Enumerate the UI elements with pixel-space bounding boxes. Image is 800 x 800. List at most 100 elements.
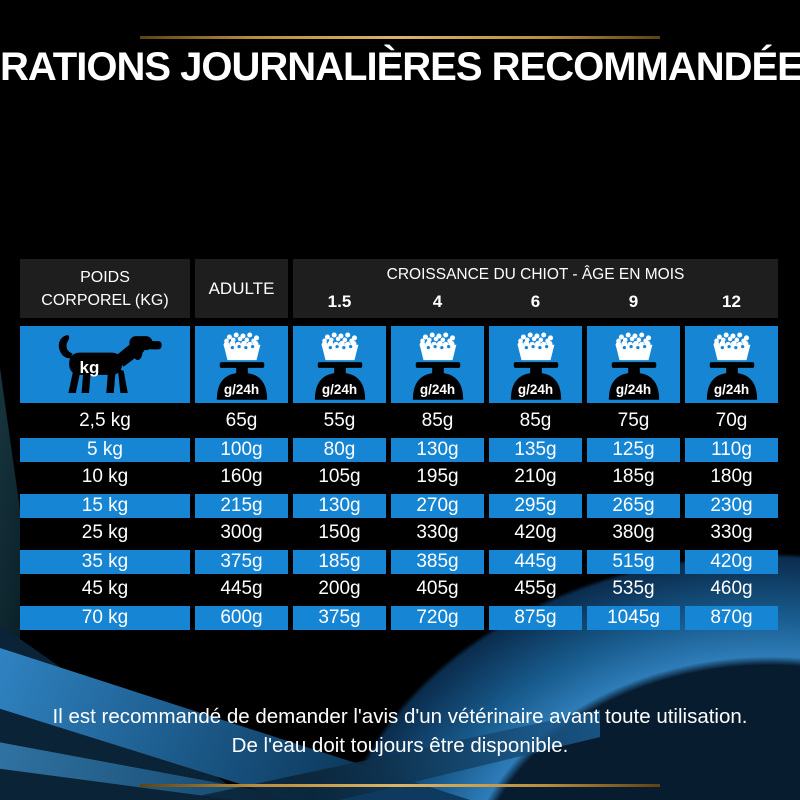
page-title: RATIONS JOURNALIÈRES RECOMMANDÉES bbox=[0, 45, 800, 89]
ration-cell: 55g bbox=[323, 410, 356, 431]
ration-cell: 375g bbox=[195, 550, 288, 574]
ration-cell: 600g bbox=[195, 606, 288, 630]
header-puppy-growth: CROISSANCE DU CHIOT - ÂGE EN MOIS 1.5 4 … bbox=[293, 259, 778, 318]
header-age-9: 9 bbox=[628, 292, 639, 311]
header-body-weight: POIDS CORPOREL (KG) bbox=[20, 259, 190, 318]
weight-cell: 45 kg bbox=[81, 578, 129, 599]
advice-line-2: De l'eau doit toujours être disponible. bbox=[231, 734, 569, 757]
veterinary-advice-note: Il est recommandé de demander l'avis d'u… bbox=[0, 702, 800, 760]
ration-cell: 330g bbox=[710, 522, 753, 543]
bowl-cell-12-months: g/24h bbox=[685, 326, 778, 403]
ration-cell: 75g bbox=[617, 410, 650, 431]
ration-cell: 445g bbox=[220, 578, 263, 599]
ration-cell: 195g bbox=[416, 466, 459, 487]
weight-cell: 70 kg bbox=[20, 606, 190, 630]
ration-cell: 405g bbox=[416, 578, 459, 599]
header-body-weight-line2: CORPOREL (KG) bbox=[41, 291, 169, 309]
table-row: 45 kg 445g 200g 405g 455g 535g 460g bbox=[20, 575, 778, 603]
table-row: 25 kg 300g 150g 330g 420g 380g 330g bbox=[20, 519, 778, 547]
ration-cell: 720g bbox=[391, 606, 484, 630]
ration-cell: 160g bbox=[220, 466, 263, 487]
table-body: 2,5 kg 65g 55g 85g 85g 75g 70g 5 kg 100g… bbox=[20, 407, 778, 631]
ration-cell: 70g bbox=[715, 410, 748, 431]
header-puppy-growth-label: CROISSANCE DU CHIOT - ÂGE EN MOIS bbox=[386, 266, 685, 283]
ration-cell: 85g bbox=[519, 410, 552, 431]
ration-cell: 200g bbox=[318, 578, 361, 599]
table-row: 15 kg 215g 130g 270g 295g 265g 230g bbox=[20, 491, 778, 519]
ration-cell: 385g bbox=[391, 550, 484, 574]
bowl-dose-label: g/24h bbox=[321, 381, 358, 397]
header-age-columns: 1.5 4 6 9 12 bbox=[293, 292, 778, 312]
ration-cell: 515g bbox=[587, 550, 680, 574]
table-header-row: POIDS CORPOREL (KG) ADULTE CROISSANCE DU… bbox=[20, 259, 778, 318]
ration-cell: 870g bbox=[685, 606, 778, 630]
ration-cell: 130g bbox=[293, 494, 386, 518]
ration-cell: 150g bbox=[318, 522, 361, 543]
weight-cell: 2,5 kg bbox=[79, 410, 131, 431]
table-icon-row: kg g/24h g/24h g/24h g/24h bbox=[20, 326, 778, 403]
header-age-4: 4 bbox=[432, 292, 443, 311]
ration-cell: 105g bbox=[318, 466, 361, 487]
bowl-dose-label: g/24h bbox=[419, 381, 456, 397]
ration-cell: 330g bbox=[416, 522, 459, 543]
ration-cell: 130g bbox=[391, 438, 484, 462]
table-row: 35 kg 375g 185g 385g 445g 515g 420g bbox=[20, 547, 778, 575]
dog-kg-label: kg bbox=[79, 357, 100, 377]
ration-cell: 535g bbox=[612, 578, 655, 599]
weight-cell: 10 kg bbox=[81, 466, 129, 487]
gold-divider-top bbox=[140, 36, 660, 39]
ration-cell: 300g bbox=[220, 522, 263, 543]
header-age-6: 6 bbox=[530, 292, 541, 311]
table-row: 5 kg 100g 80g 130g 135g 125g 110g bbox=[20, 435, 778, 463]
bowl-cell-1-5-months: g/24h bbox=[293, 326, 386, 403]
ration-cell: 210g bbox=[514, 466, 557, 487]
ration-cell: 455g bbox=[514, 578, 557, 599]
bowl-dose-label: g/24h bbox=[223, 381, 260, 397]
ration-cell: 180g bbox=[710, 466, 753, 487]
ration-cell: 135g bbox=[489, 438, 582, 462]
ration-cell: 380g bbox=[612, 522, 655, 543]
header-body-weight-line1: POIDS bbox=[80, 268, 130, 286]
background-art-left-sliver bbox=[0, 368, 20, 640]
ration-cell: 375g bbox=[293, 606, 386, 630]
feeding-table: POIDS CORPOREL (KG) ADULTE CROISSANCE DU… bbox=[20, 259, 778, 631]
ration-cell: 420g bbox=[514, 522, 557, 543]
bowl-cell-adult: g/24h bbox=[195, 326, 288, 403]
ration-cell: 265g bbox=[587, 494, 680, 518]
table-row: 70 kg 600g 375g 720g 875g 1045g 870g bbox=[20, 603, 778, 631]
weight-cell: 25 kg bbox=[81, 522, 129, 543]
ration-cell: 460g bbox=[710, 578, 753, 599]
dog-silhouette-icon bbox=[58, 334, 162, 393]
bowl-dose-label: g/24h bbox=[615, 381, 652, 397]
weight-cell: 5 kg bbox=[20, 438, 190, 462]
weight-cell: 35 kg bbox=[20, 550, 190, 574]
bowl-dose-label: g/24h bbox=[713, 381, 750, 397]
bowl-dose-label: g/24h bbox=[517, 381, 554, 397]
ration-cell: 875g bbox=[489, 606, 582, 630]
ration-cell: 185g bbox=[612, 466, 655, 487]
ration-cell: 270g bbox=[391, 494, 484, 518]
bowl-cell-9-months: g/24h bbox=[587, 326, 680, 403]
ration-cell: 295g bbox=[489, 494, 582, 518]
ration-cell: 80g bbox=[293, 438, 386, 462]
header-adult-label: ADULTE bbox=[208, 278, 275, 298]
dog-weight-cell: kg bbox=[20, 326, 190, 403]
ration-cell: 185g bbox=[293, 550, 386, 574]
header-adult: ADULTE bbox=[195, 259, 288, 318]
ration-cell: 215g bbox=[195, 494, 288, 518]
gold-divider-bottom bbox=[140, 784, 660, 787]
ration-cell: 420g bbox=[685, 550, 778, 574]
table-row: 10 kg 160g 105g 195g 210g 185g 180g bbox=[20, 463, 778, 491]
ration-cell: 65g bbox=[225, 410, 258, 431]
ration-cell: 110g bbox=[685, 438, 778, 462]
ration-cell: 125g bbox=[587, 438, 680, 462]
header-age-1-5: 1.5 bbox=[327, 292, 352, 311]
bowl-cell-4-months: g/24h bbox=[391, 326, 484, 403]
advice-line-1: Il est recommandé de demander l'avis d'u… bbox=[52, 705, 748, 728]
header-age-12: 12 bbox=[722, 292, 741, 311]
ration-cell: 100g bbox=[195, 438, 288, 462]
bowl-cell-6-months: g/24h bbox=[489, 326, 582, 403]
weight-cell: 15 kg bbox=[20, 494, 190, 518]
ration-cell: 230g bbox=[685, 494, 778, 518]
table-row: 2,5 kg 65g 55g 85g 85g 75g 70g bbox=[20, 407, 778, 435]
